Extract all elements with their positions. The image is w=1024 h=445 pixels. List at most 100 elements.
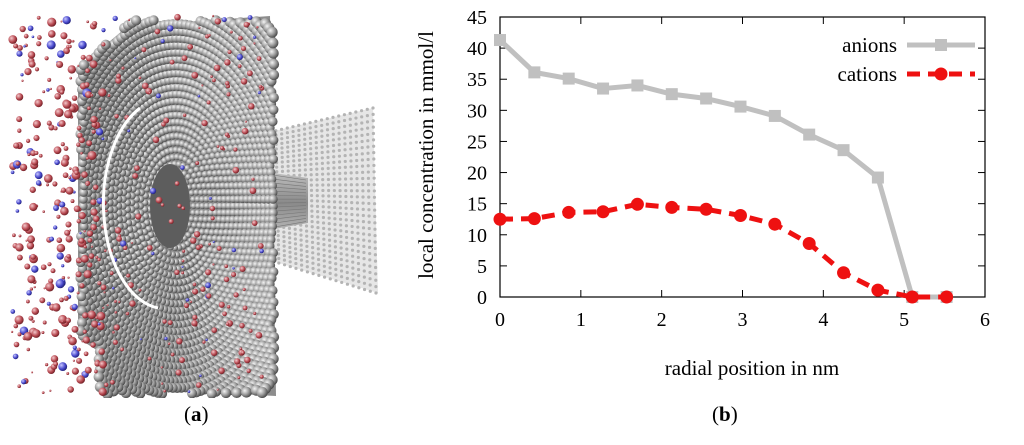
wall-atom xyxy=(269,59,280,70)
y-tick-label: 45 xyxy=(467,7,487,29)
back-atom xyxy=(314,120,317,123)
back-atom xyxy=(368,271,371,274)
anion-ion xyxy=(242,128,249,135)
back-atom xyxy=(314,125,317,128)
anion-ion xyxy=(90,342,96,348)
back-atom xyxy=(373,221,376,224)
back-atom xyxy=(327,189,330,192)
back-atom xyxy=(345,259,348,262)
back-atom xyxy=(356,232,359,235)
anion-ion xyxy=(163,390,166,393)
anion-ion xyxy=(120,348,124,352)
back-atom xyxy=(356,189,359,192)
back-atom xyxy=(311,251,314,254)
back-atom xyxy=(322,232,325,235)
back-atom xyxy=(322,248,325,251)
anion-ion xyxy=(15,315,24,324)
back-atom xyxy=(356,213,359,216)
back-atom xyxy=(333,217,336,220)
back-atom xyxy=(366,114,369,117)
anion-ion xyxy=(55,108,64,117)
data-point-cations xyxy=(940,291,953,304)
data-point-cations xyxy=(597,205,610,218)
back-atom xyxy=(320,124,323,127)
anion-ion xyxy=(217,246,222,251)
back-atom xyxy=(288,246,291,249)
anion-ion xyxy=(48,30,56,38)
back-atom xyxy=(333,206,336,209)
back-atom xyxy=(361,183,364,186)
back-atom xyxy=(373,208,376,211)
back-atom xyxy=(317,263,320,266)
anion-ion xyxy=(76,143,80,147)
anion-ion xyxy=(84,351,89,356)
cation-ion xyxy=(23,45,26,48)
back-atom xyxy=(367,177,370,180)
anion-ion xyxy=(224,264,228,268)
anion-ion xyxy=(168,320,173,325)
anion-ion xyxy=(66,318,71,323)
back-atom xyxy=(337,132,340,135)
anion-ion xyxy=(22,222,31,231)
anion-ion xyxy=(107,94,110,97)
back-atom xyxy=(333,228,336,231)
back-atom xyxy=(371,106,374,109)
back-atom xyxy=(363,288,366,291)
anion-ion xyxy=(62,276,65,279)
wall-atom xyxy=(221,388,231,398)
back-atom xyxy=(373,228,376,231)
back-atom xyxy=(298,154,301,157)
back-atom xyxy=(362,239,365,242)
anion-ion xyxy=(176,370,182,376)
anion-ion xyxy=(101,284,107,290)
cation-ion xyxy=(140,338,142,340)
anion-ion xyxy=(224,59,230,65)
back-atom xyxy=(361,177,364,180)
wall-atom xyxy=(267,27,278,38)
anion-ion xyxy=(91,209,98,216)
anion-ion xyxy=(217,389,219,391)
legend-label-cations: cations xyxy=(838,62,897,86)
back-atom xyxy=(321,151,324,154)
anion-ion xyxy=(145,88,152,95)
anion-ion xyxy=(79,137,85,143)
data-point-anions xyxy=(803,129,815,141)
data-point-cations xyxy=(528,212,541,225)
anion-ion xyxy=(114,311,117,314)
anion-ion xyxy=(60,32,67,39)
back-atom xyxy=(320,145,323,148)
back-atom xyxy=(316,231,319,234)
anion-ion xyxy=(54,93,61,100)
anion-ion xyxy=(36,41,41,46)
anion-ion xyxy=(16,93,24,101)
anion-ion xyxy=(251,178,254,181)
anion-ion xyxy=(26,300,30,304)
back-atom xyxy=(361,171,364,174)
data-point-cations xyxy=(700,203,713,216)
anion-ion xyxy=(211,216,215,220)
anion-ion xyxy=(212,263,214,265)
cation-ion xyxy=(188,390,191,393)
anion-ion xyxy=(94,370,98,374)
back-atom xyxy=(280,151,283,154)
back-atom xyxy=(311,256,314,259)
anion-ion xyxy=(74,205,81,212)
back-atom xyxy=(366,139,369,142)
back-atom xyxy=(317,268,320,271)
back-atom xyxy=(338,178,341,181)
back-atom xyxy=(367,183,370,186)
back-atom xyxy=(366,127,369,130)
anion-ion xyxy=(74,170,79,175)
cation-ion xyxy=(101,28,105,32)
back-atom xyxy=(343,125,346,128)
back-atom xyxy=(286,136,289,139)
anion-ion xyxy=(232,167,239,174)
plot-frame xyxy=(500,17,985,297)
cation-ion xyxy=(53,205,59,211)
back-atom xyxy=(343,136,346,139)
anion-ion xyxy=(84,82,89,87)
back-atom xyxy=(373,234,376,237)
caption-b-close: ) xyxy=(731,402,738,426)
back-atom xyxy=(283,254,286,257)
back-atom xyxy=(372,164,375,167)
